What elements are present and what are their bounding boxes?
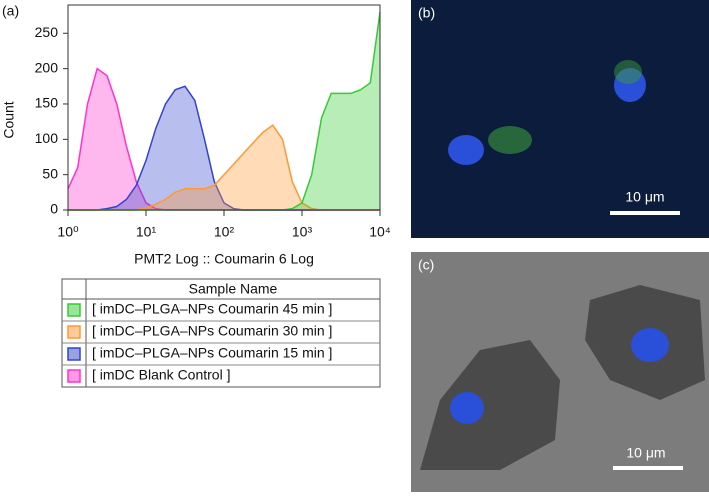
plot (67, 11, 381, 211)
nucleus (450, 392, 484, 424)
legend-header: Sample Name (189, 281, 278, 297)
panel-label: (b) (418, 5, 435, 21)
legend-label: [ imDC–PLGA–NPs Coumarin 30 min ] (92, 323, 332, 339)
micrograph (411, 0, 709, 238)
legend-swatch (67, 347, 81, 361)
x-axis-label: PMT2 Log :: Coumarin 6 Log (134, 251, 314, 267)
legend-swatch (67, 325, 81, 339)
panel-label: (c) (418, 257, 434, 273)
scale-bar-label: 10 μm (625, 189, 664, 205)
scale-bar (610, 211, 680, 215)
area-fill (68, 86, 380, 210)
y-tick-label: 200 (35, 59, 59, 75)
area-fill (68, 68, 380, 210)
nucleus (448, 135, 484, 165)
area-fill (68, 125, 380, 210)
nucleus (631, 328, 669, 362)
legend-swatch (67, 369, 81, 383)
area-fill (68, 12, 380, 210)
panel-label: (a) (2, 3, 19, 19)
y-tick-label: 50 (42, 165, 58, 181)
x-tick-label: 10² (214, 224, 235, 240)
scale-bar-label: 10 μm (626, 445, 665, 461)
image-panel: 10 μm (c) (411, 252, 709, 492)
legend-swatch (67, 303, 81, 317)
image-panel: 10 μm (b) (411, 0, 709, 238)
cell (420, 340, 560, 470)
legend-label: [ imDC–PLGA–NPs Coumarin 15 min ] (92, 345, 332, 361)
scale-bar (613, 466, 683, 470)
particles (614, 60, 642, 84)
particles (488, 126, 532, 154)
y-axis-label: Count (1, 101, 17, 138)
legend: Sample Name [ imDC–PLGA–NPs Coumarin 45 … (61, 278, 381, 388)
y-tick-label: 250 (35, 24, 59, 40)
x-tick-label: 10¹ (136, 224, 157, 240)
x-tick-label: 10⁴ (369, 224, 391, 240)
y-tick-label: 0 (50, 201, 58, 217)
legend-frame (61, 278, 381, 388)
x-tick-label: 10³ (292, 224, 313, 240)
legend-label: [ imDC–PLGA–NPs Coumarin 45 min ] (92, 301, 332, 317)
x-tick-label: 10⁰ (57, 224, 79, 240)
y-tick-label: 150 (35, 95, 59, 111)
legend-label: [ imDC Blank Control ] (92, 367, 230, 383)
y-tick-label: 100 (35, 130, 59, 146)
